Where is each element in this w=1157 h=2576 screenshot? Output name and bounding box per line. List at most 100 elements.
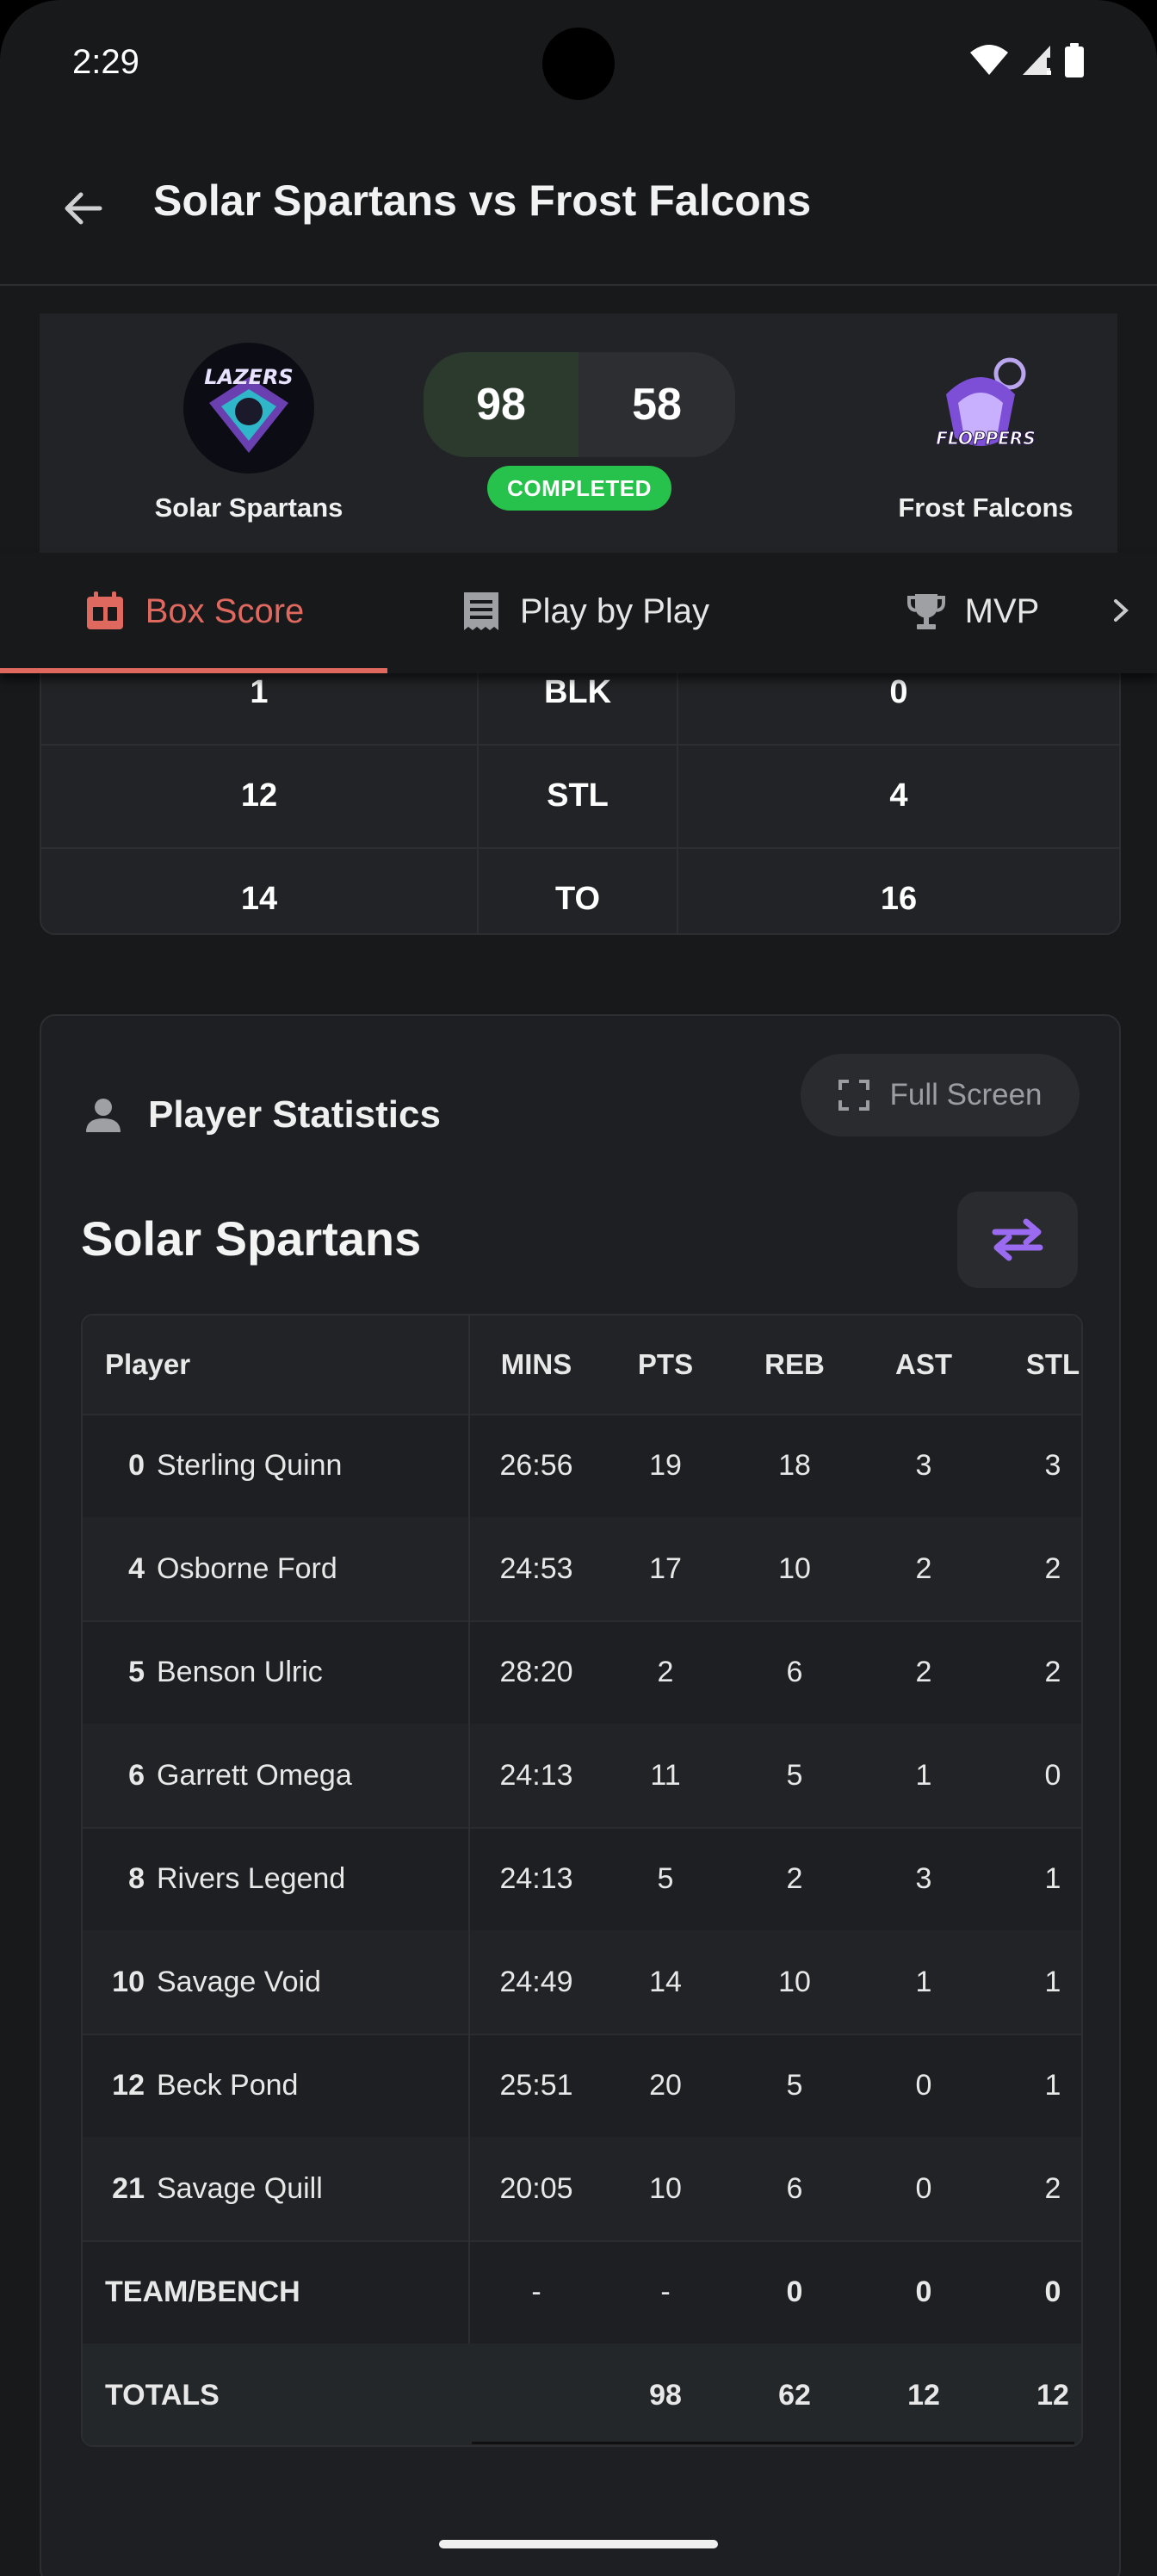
ast-cell: 3 (915, 1861, 932, 1895)
away-score: 58 (578, 352, 735, 457)
pts-cell: 20 (649, 2068, 682, 2102)
mins-cell: 25:51 (499, 2068, 573, 2102)
stl-cell: 1 (1044, 1861, 1061, 1895)
reb-cell: 10 (778, 1551, 811, 1585)
player-stats-table[interactable]: Player MINS PTS REB AST STL 0 Sterling Qu… (81, 1314, 1083, 2447)
ast-cell: 2 (915, 1655, 932, 1688)
full-screen-label: Full Screen (889, 1078, 1043, 1112)
tab-play-by-play-label: Play by Play (519, 591, 710, 630)
table-row[interactable]: 5 Benson Ulric 28:20 2 6 2 2 (83, 1620, 1081, 1725)
player-cell: 12 Beck Pond (83, 2034, 470, 2137)
tabs-scroll-right-button[interactable] (1111, 591, 1133, 635)
jersey-number: 6 (128, 1758, 145, 1792)
team-stat-row: 14 TO 16 (41, 847, 1119, 933)
tab-mvp-label: MVP (964, 591, 1040, 630)
mins-cell: 20:05 (499, 2171, 573, 2205)
stl-cell: 2 (1044, 2171, 1061, 2205)
table-row[interactable]: 21 Savage Quill 20:05 10 6 0 2 (83, 2137, 1081, 2242)
player-name: Rivers Legend (157, 1861, 346, 1895)
pts-cell: 98 (649, 2378, 682, 2412)
mins-cell: 24:13 (499, 1758, 573, 1792)
ast-cell: 0 (915, 2171, 932, 2205)
tab-mvp[interactable]: MVP (878, 553, 1067, 670)
team-bench-label: TEAM/BENCH (83, 2240, 470, 2344)
player-name: Benson Ulric (157, 1655, 323, 1688)
score-card: LAZERS Solar Spartans 98 58 COMPLETED FL… (40, 313, 1117, 553)
table-row[interactable]: 6 Garrett Omega 24:13 11 5 1 0 (83, 1724, 1081, 1829)
table-row[interactable]: 10 Savage Void 24:49 14 10 1 1 (83, 1930, 1081, 2035)
reb-cell: 0 (786, 2275, 803, 2308)
switch-team-button[interactable] (957, 1192, 1078, 1288)
status-icons (969, 43, 1085, 77)
pts-cell: 19 (649, 1448, 682, 1482)
stl-cell: 2 (1044, 1551, 1061, 1585)
player-name: Garrett Omega (157, 1758, 352, 1792)
stl-cell: 12 (1036, 2378, 1069, 2412)
app-bar: Solar Spartans vs Frost Falcons (0, 146, 1157, 286)
column-header-pts[interactable]: PTS (637, 1348, 694, 1380)
table-row[interactable]: 8 Rivers Legend 24:13 5 2 3 1 (83, 1827, 1081, 1932)
reb-cell: 6 (786, 1655, 803, 1688)
player-statistics-header: Player Statistics (84, 1093, 441, 1136)
gesture-nav-handle[interactable] (439, 2540, 718, 2548)
ast-cell: 3 (915, 1448, 932, 1482)
reb-cell: 6 (786, 2171, 803, 2205)
ast-cell: 12 (907, 2378, 940, 2412)
home-team[interactable]: LAZERS Solar Spartans (120, 343, 378, 523)
mins-cell: 28:20 (499, 1655, 573, 1688)
player-name: Osborne Ford (157, 1551, 337, 1585)
player-name: Beck Pond (157, 2068, 299, 2102)
mins-cell: 26:56 (499, 1448, 573, 1482)
pts-cell: 17 (649, 1551, 682, 1585)
player-cell: 21 Savage Quill (83, 2137, 470, 2240)
mins-cell (472, 2344, 601, 2445)
table-row[interactable]: 12 Beck Pond 25:51 20 5 0 1 (83, 2034, 1081, 2139)
jersey-number: 5 (128, 1655, 145, 1688)
column-header-mins[interactable]: MINS (500, 1348, 572, 1380)
horizontal-scrollbar[interactable] (472, 2442, 1074, 2444)
table-row[interactable]: 4 Osborne Ford 24:53 17 10 2 2 (83, 1517, 1081, 1622)
player-name: Savage Void (157, 1965, 321, 1998)
mins-cell: 24:49 (499, 1965, 573, 1998)
wifi-icon (970, 45, 1008, 75)
totals-label: TOTALS (105, 2378, 220, 2412)
score-display: 98 58 (424, 352, 735, 457)
reb-cell: 10 (778, 1965, 811, 1998)
stl-cell: 3 (1044, 1448, 1061, 1482)
player-cell: 4 Osborne Ford (83, 1517, 470, 1620)
ast-cell: 0 (915, 2068, 932, 2102)
player-statistics-card: Player Statistics Full Screen Solar Spar… (40, 1014, 1121, 2576)
reb-cell: 5 (786, 1758, 803, 1792)
table-row[interactable]: 0 Sterling Quinn 26:56 19 18 3 3 (83, 1414, 1081, 1519)
chevron-right-icon (1114, 599, 1129, 622)
home-team-name: Solar Spartans (154, 492, 343, 523)
calendar-icon (86, 591, 123, 629)
stl-cell: 1 (1044, 1965, 1061, 1998)
column-header-stl[interactable]: STL (1025, 1348, 1080, 1380)
team-stat-row: 1 BLK 0 (41, 673, 1119, 746)
column-header-player[interactable]: Player (83, 1316, 470, 1414)
player-cell: 6 Garrett Omega (83, 1724, 470, 1827)
column-header-ast[interactable]: AST (895, 1348, 952, 1380)
away-team-name: Frost Falcons (898, 492, 1073, 523)
content-scroll-area[interactable]: 1 BLK 0 12 STL 4 14 TO 16 Player St (0, 673, 1157, 2576)
pts-cell: 11 (650, 1758, 681, 1792)
home-stat-value: 1 (41, 673, 479, 744)
full-screen-button[interactable]: Full Screen (801, 1054, 1080, 1136)
person-icon (86, 1099, 121, 1132)
team-stats-table: 1 BLK 0 12 STL 4 14 TO 16 (40, 673, 1121, 935)
away-team[interactable]: FLOPPERS Frost Falcons (857, 343, 1115, 523)
back-button[interactable] (52, 177, 114, 239)
tab-play-by-play[interactable]: Play by Play (413, 553, 758, 670)
tab-box-score[interactable]: Box Score (0, 553, 387, 670)
game-status-badge: COMPLETED (487, 466, 671, 511)
status-bar: 2:29 (0, 0, 1157, 129)
jersey-number: 8 (128, 1861, 145, 1895)
status-time: 2:29 (72, 43, 139, 81)
tab-bar: Box Score Play by Play MVP (0, 553, 1157, 673)
mins-cell: 24:53 (499, 1551, 573, 1585)
column-header-reb[interactable]: REB (764, 1348, 825, 1380)
trophy-icon (906, 594, 945, 629)
stl-cell: 2 (1044, 1655, 1061, 1688)
reb-cell: 5 (786, 2068, 803, 2102)
